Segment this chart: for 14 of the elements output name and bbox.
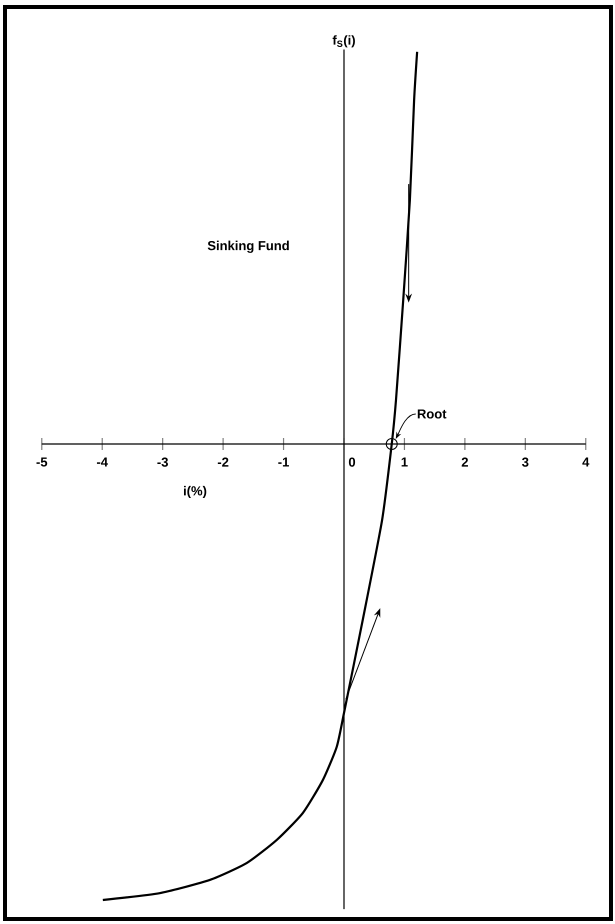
annotation: Sinking Fund	[208, 240, 289, 253]
x-tick-label: -1	[278, 458, 289, 466]
x-tick-label: -4	[96, 458, 108, 466]
x-tick-label: 1	[402, 458, 408, 466]
x-tick-label: 4	[582, 458, 590, 466]
y-axis-title: f$_{S}$(i)	[332, 35, 355, 48]
x-tick-label: -2	[218, 458, 228, 467]
x-tick-label: 2	[462, 458, 468, 467]
x-tick-label: 0	[348, 458, 356, 467]
x-tick-label: 3	[522, 458, 528, 467]
x-axis-title: i(%)	[184, 486, 206, 498]
x-tick-label: -5	[36, 458, 48, 467]
annotation: Root	[418, 409, 446, 419]
x-tick-label: -3	[157, 458, 168, 467]
